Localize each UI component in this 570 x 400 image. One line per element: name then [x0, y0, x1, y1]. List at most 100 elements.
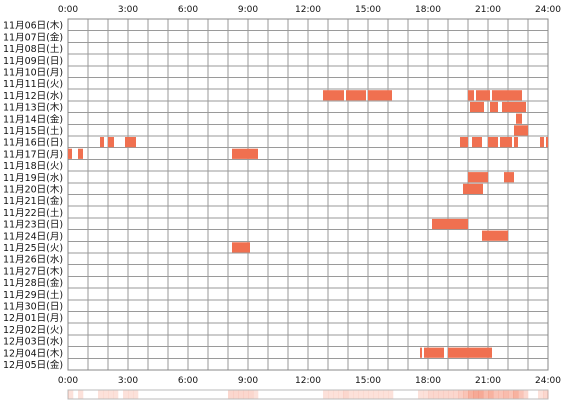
day-label: 11月10日(月)	[3, 68, 63, 79]
summary-strip-cell	[463, 390, 469, 399]
summary-strip-cell	[498, 390, 504, 399]
summary-strip-cell	[113, 390, 119, 399]
day-label: 12月05日(金)	[3, 359, 63, 371]
activity-bar	[514, 137, 518, 148]
summary-strip-cell	[373, 390, 379, 399]
activity-bar	[468, 172, 488, 183]
plot-frame	[67, 18, 549, 371]
summary-strip-cell	[78, 390, 84, 399]
day-label: 11月30日(日)	[3, 302, 63, 313]
summary-strip-cell	[423, 390, 429, 399]
hour-tick-label-bottom: 24:00	[535, 376, 561, 386]
activity-bar	[470, 101, 484, 113]
activity-bar	[68, 148, 72, 159]
activity-bar	[540, 137, 544, 148]
hour-tick-label-top: 18:00	[415, 5, 441, 15]
hour-tick-label-bottom: 15:00	[355, 376, 381, 386]
activity-bar	[516, 113, 522, 124]
summary-strip-cell	[428, 390, 434, 399]
summary-strip-cell	[123, 390, 129, 399]
hour-tick-label-bottom: 3:00	[118, 376, 138, 386]
summary-strip-cell	[358, 390, 364, 399]
summary-strip-cell	[368, 390, 374, 399]
summary-strip-cell	[133, 390, 139, 399]
activity-bar	[323, 90, 344, 101]
day-label: 12月01日(月)	[3, 313, 63, 324]
summary-strip-cell	[518, 390, 524, 399]
day-labels: 11月06日(木)11月07日(金)11月08日(土)11月09日(日)11月1…	[3, 20, 63, 371]
hour-tick-label-bottom: 6:00	[178, 376, 198, 386]
summary-strip-cell	[338, 390, 344, 399]
summary-strip-cell	[483, 390, 489, 399]
summary-strip-cell	[238, 390, 244, 399]
activity-bar	[514, 125, 528, 136]
day-label: 11月22日(土)	[3, 207, 63, 219]
activity-bar	[488, 137, 498, 148]
day-label: 11月25日(火)	[3, 243, 63, 254]
hour-tick-label-bottom: 21:00	[475, 376, 501, 386]
activity-bar	[472, 137, 482, 148]
day-label: 11月20日(木)	[3, 184, 63, 196]
hour-tick-label-top: 24:00	[535, 5, 561, 15]
summary-strip-cell	[478, 390, 484, 399]
summary-strip-cell	[508, 390, 514, 399]
summary-strip-cell	[473, 390, 479, 399]
day-label: 11月23日(日)	[3, 220, 63, 231]
summary-strip-cell	[333, 390, 339, 399]
day-label: 11月07日(金)	[3, 31, 63, 43]
hour-tick-label-top: 21:00	[475, 5, 501, 15]
summary-strip-cell	[328, 390, 334, 399]
summary-strip-cell	[503, 390, 509, 399]
summary-strip-cell	[363, 390, 369, 399]
day-label: 11月26日(水)	[3, 254, 63, 266]
activity-bar	[232, 148, 258, 159]
hour-tick-label-top: 0:00	[58, 5, 78, 15]
day-label: 11月11日(火)	[3, 79, 63, 90]
day-label: 11月19日(水)	[3, 172, 63, 184]
summary-strip-cell	[418, 390, 424, 399]
summary-strip-cell	[513, 390, 519, 399]
day-label: 11月18日(火)	[3, 161, 63, 172]
summary-strip-cell	[523, 390, 529, 399]
activity-bar	[468, 90, 474, 101]
day-label: 11月16日(日)	[3, 138, 63, 149]
activity-bar	[463, 183, 483, 194]
day-label: 11月13日(木)	[3, 102, 63, 114]
summary-strip-cell	[68, 390, 74, 399]
hour-tick-label-top: 12:00	[295, 5, 321, 15]
day-label: 12月04日(木)	[3, 347, 63, 359]
activity-bar	[424, 347, 444, 358]
hour-tick-label-top: 15:00	[355, 5, 381, 15]
day-label: 11月08日(土)	[3, 43, 63, 55]
activity-bar	[100, 137, 104, 148]
summary-strip-cell	[458, 390, 464, 399]
summary-strip-cell	[438, 390, 444, 399]
summary-strip-cell	[228, 390, 234, 399]
summary-strip-frame	[67, 389, 549, 400]
activity-bar	[78, 148, 83, 159]
summary-strip-cell	[233, 390, 239, 399]
summary-strip-cell	[388, 390, 394, 399]
activity-bar	[420, 347, 422, 358]
day-label: 12月02日(火)	[3, 325, 63, 336]
hour-tick-labels: 0:00 0:00 3:00 3:00 6:00 6:00 9:00 9:00 12:00 12:…	[58, 5, 561, 386]
day-label: 11月24日(月)	[3, 231, 63, 242]
summary-strip-cell	[128, 390, 134, 399]
activity-bar	[460, 137, 468, 148]
activity-bar	[432, 218, 468, 230]
activity-bar	[482, 230, 508, 241]
activity-bar	[492, 90, 522, 101]
hour-tick-label-top: 3:00	[118, 5, 138, 15]
hour-tick-label-bottom: 18:00	[415, 376, 441, 386]
hour-tick-label-bottom: 9:00	[238, 376, 258, 386]
activity-bars	[68, 90, 548, 358]
summary-strip-cell	[493, 390, 499, 399]
activity-bar	[500, 137, 512, 148]
activity-bar	[504, 172, 514, 183]
hour-tick-label-top: 9:00	[238, 5, 258, 15]
activity-bar	[232, 242, 250, 253]
summary-strip-cell	[378, 390, 384, 399]
summary-strip-cell	[348, 390, 354, 399]
day-label: 12月03日(水)	[3, 336, 63, 348]
activity-bar	[476, 90, 490, 101]
